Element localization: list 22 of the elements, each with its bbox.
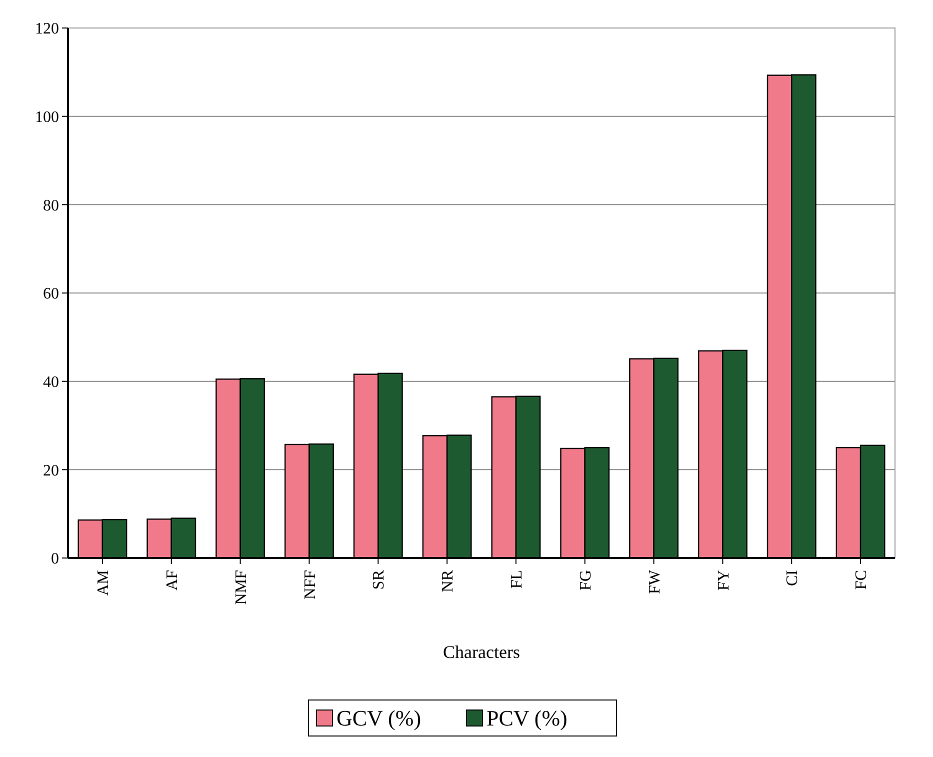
x-tick-label: FW [646,569,664,594]
y-tick-label: 120 [35,20,59,38]
x-axis-title: Characters [443,642,520,662]
y-tick-label: 40 [43,374,59,391]
x-tick-label: NMF [232,570,250,605]
x-tick-label: FL [508,570,526,589]
x-tick-label: NR [440,570,457,592]
x-tick-label: SR [370,570,388,590]
x-tick-label: FC [853,570,870,590]
x-tick-label: FY [715,570,732,590]
x-tick-label: AF [164,570,181,590]
y-tick-label: 0 [51,550,59,568]
x-tick-label: AM [95,570,112,596]
y-tick-label: 20 [43,462,59,480]
legend-label: PCV (%) [486,706,568,731]
legend-label: GCV (%) [336,706,422,731]
x-tick-label: CI [784,570,802,586]
x-tick-label: NFF [302,570,319,600]
y-tick-label: 60 [43,286,59,303]
x-tick-label: FG [577,570,594,590]
y-tick-label: 100 [35,108,59,126]
y-tick-label: 80 [43,197,59,214]
